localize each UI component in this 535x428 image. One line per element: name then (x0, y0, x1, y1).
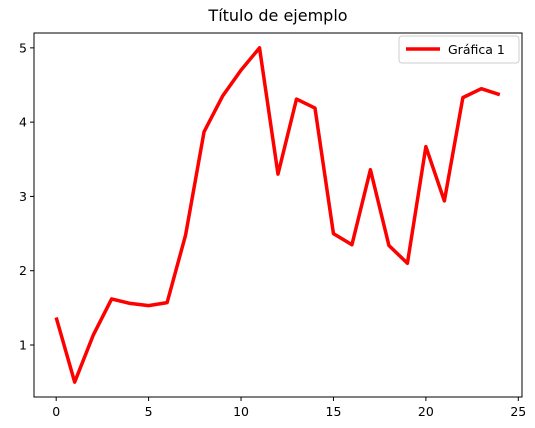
y-tick-label: 2 (19, 263, 27, 278)
x-tick-label: 25 (510, 404, 526, 419)
x-axis: 0 5 10 15 20 25 (52, 397, 526, 419)
series-line-0 (54, 46, 501, 384)
y-tick-label: 3 (19, 189, 27, 204)
x-tick-label: 20 (418, 404, 434, 419)
x-tick-label: 5 (145, 404, 153, 419)
x-tick-label: 10 (233, 404, 249, 419)
y-tick-label: 1 (19, 338, 27, 353)
legend-label-grafica-1: Gráfica 1 (448, 42, 505, 57)
x-tick-label: 0 (52, 404, 60, 419)
x-tick-label: 15 (326, 404, 342, 419)
legend: Gráfica 1 (398, 35, 520, 64)
y-tick-label: 5 (19, 40, 27, 55)
plot-area-frame (33, 32, 523, 398)
series-layer (54, 46, 501, 384)
y-tick-label: 4 (19, 115, 27, 130)
y-axis: 1 2 3 4 5 (19, 40, 34, 353)
chart-title: Título de ejemplo (207, 6, 347, 25)
legend-box (398, 35, 520, 64)
